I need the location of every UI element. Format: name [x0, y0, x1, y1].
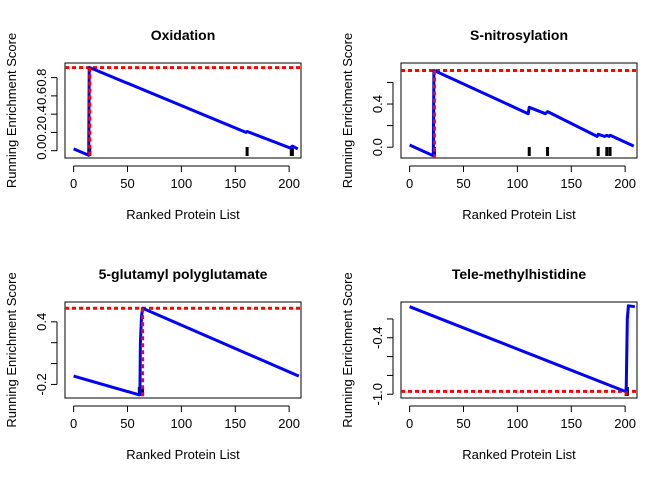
y-tick-label: -0.2 [34, 373, 49, 395]
plot-box [64, 301, 302, 399]
x-tick-label: 200 [278, 416, 300, 431]
x-tick-label: 200 [614, 416, 636, 431]
y-tick-label: 0.6 [34, 87, 49, 105]
x-axis-label: Ranked Protein List [126, 207, 240, 222]
chart-title: 5-glutamyl polyglutamate [99, 266, 268, 282]
running-es-line [73, 66, 299, 157]
y-axis-label: Running Enrichment Score [340, 33, 355, 188]
plot-box [400, 301, 638, 399]
y-tick-label: 0.4 [34, 105, 49, 123]
panel-tele-methylhistidine: Tele-methylhistidine 0 50 100 150 200 -1.0 -0.4… [340, 266, 638, 462]
x-tick-label: 0 [70, 416, 77, 431]
x-tick-label: 50 [456, 176, 470, 191]
y-tick-label: 0.0 [370, 138, 385, 156]
chart-title: Oxidation [151, 27, 216, 43]
x-tick-label: 50 [120, 416, 134, 431]
x-tick-label: 150 [224, 176, 246, 191]
x-tick-label: 150 [560, 416, 582, 431]
x-tick-label: 100 [171, 176, 193, 191]
y-axis-label: Running Enrichment Score [4, 272, 19, 427]
panel-s-nitrosylation: S-nitrosylation 0 50 100 150 200 0.0 0.4 Ranked … [340, 27, 638, 222]
y-tick-label: 0.0 [34, 142, 49, 160]
y-tick-label: -1.0 [370, 383, 385, 405]
x-axis-label: Ranked Protein List [462, 207, 576, 222]
plot-box [400, 62, 638, 159]
x-tick-label: 50 [456, 416, 470, 431]
y-axis-label: Running Enrichment Score [340, 272, 355, 427]
running-es-line [73, 306, 300, 397]
running-es-line [408, 69, 635, 158]
x-tick-label: 50 [120, 176, 134, 191]
x-tick-label: 100 [507, 176, 529, 191]
x-tick-label: 150 [560, 176, 582, 191]
plot-box [64, 62, 302, 159]
x-axis-label: Ranked Protein List [462, 447, 576, 462]
x-tick-label: 200 [278, 176, 300, 191]
x-tick-label: 150 [224, 416, 246, 431]
y-tick-label: 0.2 [34, 123, 49, 141]
y-tick-label: 0.4 [34, 313, 49, 331]
x-tick-label: 200 [614, 176, 636, 191]
chart-title: Tele-methylhistidine [452, 266, 587, 282]
panel-oxidation: Oxidation 0 50 100 150 200 0.00.20.40.60.8 Rank… [4, 27, 302, 222]
y-tick-label: 0.4 [370, 95, 385, 113]
x-tick-label: 100 [507, 416, 529, 431]
x-tick-label: 0 [406, 176, 413, 191]
y-tick-label: -0.4 [370, 327, 385, 349]
x-axis-label: Ranked Protein List [126, 447, 240, 462]
panel-5-glutamyl-polyglutamate: 5-glutamyl polyglutamate 0 50 100 150 200 -0.2… [4, 266, 302, 462]
chart-title: S-nitrosylation [470, 27, 568, 43]
x-tick-label: 0 [70, 176, 77, 191]
x-tick-label: 0 [406, 416, 413, 431]
running-es-line [409, 304, 636, 393]
y-tick-label: 0.8 [34, 69, 49, 87]
y-axis-label: Running Enrichment Score [4, 33, 19, 188]
x-tick-label: 100 [171, 416, 193, 431]
